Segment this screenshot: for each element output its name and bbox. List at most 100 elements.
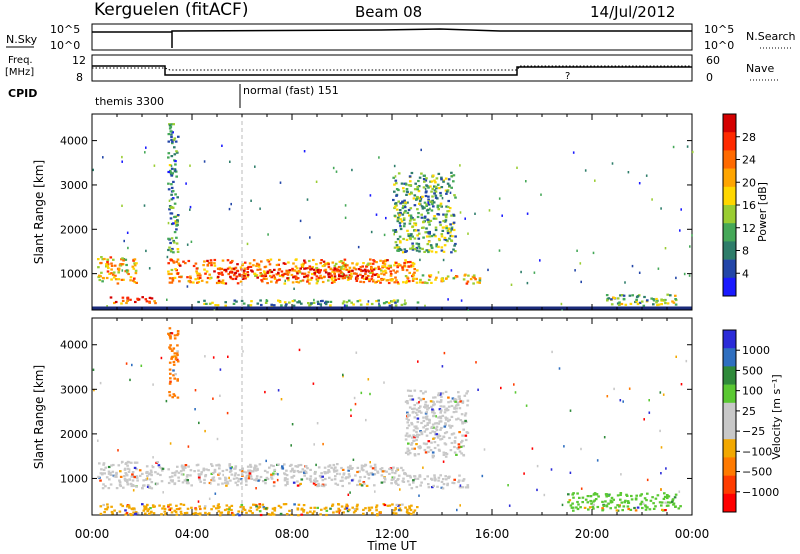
y-tick-label: 2000 <box>60 223 88 236</box>
scatter-cell <box>396 264 399 267</box>
scatter-cell <box>330 278 334 281</box>
scatter-cell <box>430 246 434 249</box>
scatter-cell <box>203 481 206 485</box>
scatter-cell <box>415 246 419 250</box>
scatter-cell <box>408 271 411 274</box>
scatter-cell <box>308 259 311 263</box>
scatter-cell <box>453 445 456 449</box>
scatter-cell <box>424 403 427 406</box>
scatter-cell <box>176 272 180 275</box>
scatter-cell <box>409 512 413 516</box>
scatter-cell <box>478 279 482 282</box>
noise-cell <box>189 164 191 167</box>
scatter-cell <box>397 172 401 175</box>
scatter-cell <box>324 263 327 266</box>
scatter-cell <box>377 299 380 302</box>
scatter-cell <box>402 187 405 190</box>
scatter-cell <box>176 378 179 381</box>
scatter-cell <box>110 262 113 265</box>
nsky-trace <box>92 28 692 48</box>
scatter-cell <box>409 234 413 237</box>
scatter-cell <box>452 180 455 183</box>
scatter-cell <box>466 431 470 434</box>
scatter-cell <box>174 140 178 143</box>
scatter-cell <box>617 303 621 306</box>
scatter-cell <box>171 206 175 209</box>
scatter-cell <box>341 468 345 471</box>
scatter-cell <box>218 477 222 480</box>
scatter-cell <box>577 503 580 506</box>
scatter-cell <box>623 501 626 504</box>
scatter-cell <box>392 198 395 202</box>
scatter-cell <box>329 300 333 303</box>
scatter-cell <box>397 263 401 266</box>
scatter-cell <box>592 500 595 503</box>
scatter-cell <box>285 474 289 477</box>
scatter-cell <box>237 473 240 477</box>
noise-cell <box>399 224 401 227</box>
scatter-cell <box>263 271 266 274</box>
scatter-cell <box>301 265 305 268</box>
scatter-cell <box>334 262 338 265</box>
scatter-cell <box>428 200 432 203</box>
scatter-cell <box>439 191 442 195</box>
scatter-cell <box>216 304 220 307</box>
scatter-cell <box>423 430 427 433</box>
scatter-cell <box>448 237 451 240</box>
scatter-cell <box>418 247 422 250</box>
scatter-cell <box>380 269 383 272</box>
scatter-cell <box>132 267 136 270</box>
scatter-cell <box>445 225 448 228</box>
colorbar-tick-label: 8 <box>742 245 749 258</box>
noise-cell <box>185 182 187 185</box>
scatter-cell <box>238 273 241 276</box>
scatter-cell <box>432 174 435 177</box>
scatter-cell <box>397 282 400 285</box>
scatter-cell <box>294 275 298 278</box>
scatter-cell <box>317 276 321 279</box>
scatter-cell <box>429 431 432 435</box>
scatter-cell <box>451 481 454 484</box>
scatter-cell <box>203 302 206 305</box>
freq-tick-top: 12 <box>72 54 86 67</box>
noise-cell <box>204 429 206 433</box>
scatter-cell <box>105 276 109 280</box>
scatter-cell <box>610 303 614 306</box>
scatter-cell <box>176 221 179 224</box>
scatter-cell <box>135 262 138 265</box>
scatter-cell <box>406 450 409 453</box>
scatter-cell <box>266 270 270 273</box>
scatter-cell <box>347 469 350 472</box>
scatter-cell <box>240 504 244 507</box>
scatter-cell <box>602 504 606 507</box>
scatter-cell <box>255 475 259 478</box>
scatter-cell <box>175 352 179 355</box>
noise-cell <box>284 279 286 283</box>
scatter-cell <box>112 258 115 261</box>
scatter-cell <box>186 479 189 482</box>
scatter-cell <box>310 302 313 305</box>
noise-cell <box>349 491 351 494</box>
noise-cell <box>525 180 527 183</box>
scatter-cell <box>97 266 100 269</box>
scatter-cell <box>197 280 201 284</box>
scatter-cell <box>415 433 419 436</box>
colorbar-swatch <box>723 223 736 242</box>
scatter-cell <box>471 275 475 278</box>
noise-cell <box>322 442 324 446</box>
scatter-cell <box>296 470 300 473</box>
scatter-cell <box>213 468 217 471</box>
scatter-cell <box>395 503 399 506</box>
scatter-cell <box>416 477 420 480</box>
scatter-cell <box>404 250 407 253</box>
scatter-cell <box>198 272 201 275</box>
scatter-cell <box>408 434 412 437</box>
scatter-cell <box>442 213 445 216</box>
scatter-cell <box>416 215 420 219</box>
noise-cell <box>312 382 315 385</box>
scatter-cell <box>412 481 415 484</box>
noise-cell <box>351 168 353 172</box>
x-tick-label: 00:00 <box>75 527 110 541</box>
scatter-cell <box>644 505 648 508</box>
scatter-cell <box>425 177 428 180</box>
